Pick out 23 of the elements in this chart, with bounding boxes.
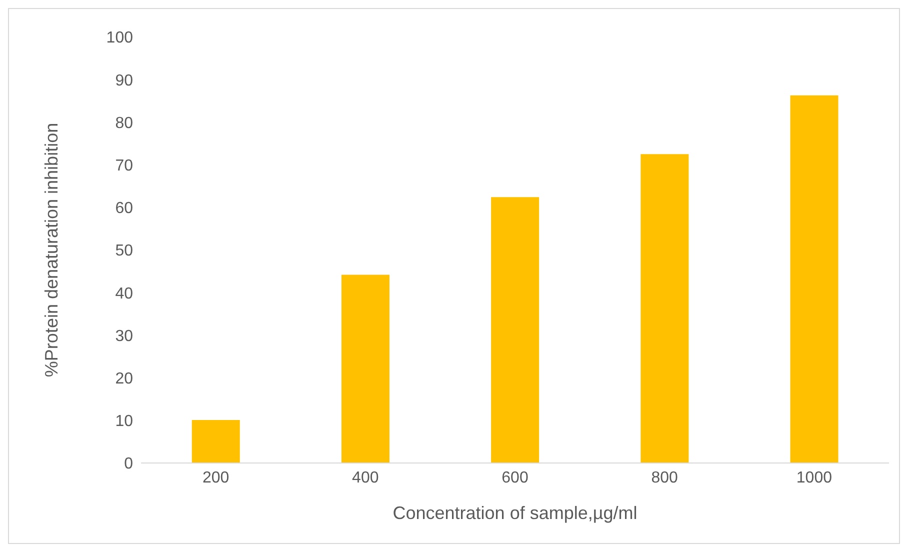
y-tick-label: 0: [124, 456, 134, 473]
x-tick-label: 200: [202, 469, 230, 486]
y-tick-label: 80: [115, 114, 134, 132]
y-tick-label: 30: [115, 328, 134, 345]
bar: [341, 274, 390, 463]
y-axis-title: %Protein denaturation inhibition: [41, 122, 62, 378]
x-tick-label: 1000: [796, 469, 832, 486]
bar: [491, 197, 540, 463]
x-axis-title: Concentration of sample,µg/ml: [392, 503, 638, 523]
x-tick-label: 400: [352, 469, 379, 486]
y-tick-label: 60: [115, 200, 134, 218]
x-tick-label: 800: [651, 469, 678, 486]
y-tick-label: 100: [106, 30, 134, 47]
y-tick-label: 10: [115, 413, 134, 430]
y-tick-label: 70: [115, 157, 134, 174]
y-tick-label: 90: [115, 72, 134, 90]
x-tick-label: 600: [502, 469, 528, 486]
y-tick-label: 40: [115, 285, 134, 302]
bar: [790, 95, 838, 463]
y-tick-label: 50: [115, 242, 134, 260]
bar: [192, 420, 240, 463]
y-tick-label: 20: [115, 370, 134, 388]
bar: [640, 154, 689, 463]
